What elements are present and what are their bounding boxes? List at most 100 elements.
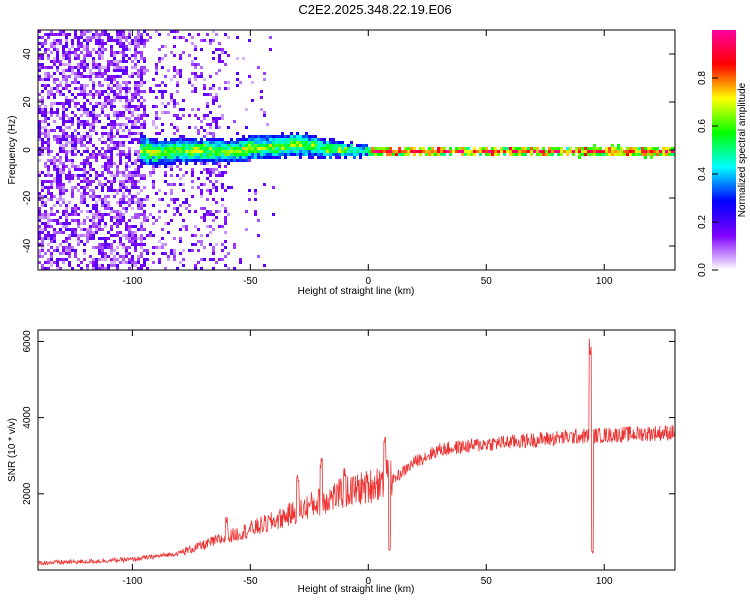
heatmap-cell [62,108,65,111]
heatmap-cell [578,150,581,153]
heatmap-cell [110,228,113,231]
heatmap-cell [179,144,182,147]
heatmap-cell [116,225,119,228]
heatmap-cell [62,240,65,243]
heatmap-cell [47,132,50,135]
heatmap-cell [131,180,134,183]
heatmap-cell [113,90,116,93]
heatmap-cell [236,159,239,162]
heatmap-cell [239,81,242,84]
heatmap-cell [71,147,74,150]
heatmap-cell [269,147,272,150]
heatmap-cell [68,135,71,138]
heatmap-cell [185,150,188,153]
heatmap-cell [491,150,494,153]
heatmap-cell [152,141,155,144]
heatmap-cell [107,135,110,138]
heatmap-cell [122,60,125,63]
heatmap-cell [197,159,200,162]
heatmap-cell [98,219,101,222]
heatmap-cell [413,150,416,153]
heatmap-cell [257,234,260,237]
heatmap-cell [266,156,269,159]
heatmap-cell [260,138,263,141]
heatmap-cell [494,153,497,156]
heatmap-cell [578,147,581,150]
heatmap-cell [203,114,206,117]
heatmap-cell [191,138,194,141]
heatmap-cell [134,54,137,57]
heatmap-cell [110,63,113,66]
heatmap-cell [62,150,65,153]
heatmap-cell [95,228,98,231]
heatmap-cell [218,162,221,165]
heatmap-cell [101,72,104,75]
heatmap-cell [206,105,209,108]
heatmap-cell [218,171,221,174]
heatmap-cell [275,138,278,141]
heatmap-cell [77,117,80,120]
heatmap-cell [128,99,131,102]
heatmap-cell [242,57,245,60]
heatmap-cell [551,153,554,156]
heatmap-cell [92,168,95,171]
heatmap-cell [143,174,146,177]
heatmap-cell [209,210,212,213]
heatmap-cell [317,138,320,141]
heatmap-cell [116,171,119,174]
heatmap-cell [125,72,128,75]
heatmap-cell [251,81,254,84]
heatmap-cell [143,186,146,189]
heatmap-cell [251,99,254,102]
heatmap-cell [314,144,317,147]
heatmap-cell [185,162,188,165]
heatmap-cell [113,216,116,219]
heatmap-cell [209,192,212,195]
heatmap-cell [47,66,50,69]
heatmap-cell [95,114,98,117]
heatmap-cell [119,222,122,225]
heatmap-cell [197,117,200,120]
heatmap-cell [95,156,98,159]
heatmap-cell [38,234,41,237]
heatmap-cell [272,153,275,156]
heatmap-cell [83,198,86,201]
heatmap-cell [65,204,68,207]
heatmap-cell [125,108,128,111]
heatmap-cell [38,195,41,198]
heatmap-cell [161,198,164,201]
heatmap-cell [194,141,197,144]
heatmap-cell [107,231,110,234]
heatmap-cell [47,138,50,141]
heatmap-cell [44,216,47,219]
heatmap-cell [422,150,425,153]
heatmap-cell [65,102,68,105]
heatmap-cell [53,87,56,90]
heatmap-cell [65,114,68,117]
heatmap-cell [221,243,224,246]
heatmap-cell [500,147,503,150]
heatmap-cell [194,264,197,267]
heatmap-cell [164,210,167,213]
heatmap-cell [263,135,266,138]
heatmap-cell [131,237,134,240]
heatmap-cell [86,66,89,69]
heatmap-cell [65,144,68,147]
heatmap-cell [179,237,182,240]
heatmap-cell [44,66,47,69]
heatmap-cell [182,36,185,39]
heatmap-cell [218,144,221,147]
heatmap-cell [242,156,245,159]
heatmap-cell [221,141,224,144]
heatmap-cell [278,150,281,153]
heatmap-cell [101,237,104,240]
heatmap-cell [296,135,299,138]
heatmap-cell [137,204,140,207]
heatmap-cell [41,111,44,114]
heatmap-cell [239,141,242,144]
heatmap-cell [128,132,131,135]
heatmap-cell [38,54,41,57]
heatmap-cell [44,42,47,45]
heatmap-cell [557,150,560,153]
heatmap-cell [305,141,308,144]
